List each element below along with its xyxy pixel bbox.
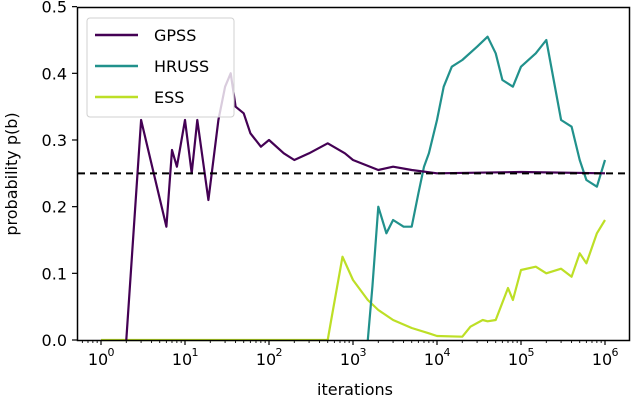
y-axis-ticks: 0.0 0.1 0.2 0.3 0.4 0.5 — [42, 0, 77, 350]
svg-text:3: 3 — [360, 346, 367, 359]
x-axis-label: iterations — [317, 380, 393, 399]
y-tick-label: 0.2 — [42, 198, 67, 217]
svg-text:0: 0 — [108, 346, 115, 359]
x-axis-ticks: 10 0 10 1 10 2 10 3 10 4 10 5 10 6 — [81, 340, 619, 369]
y-tick-label: 0.0 — [42, 331, 67, 350]
x-tick-label: 10 — [592, 350, 612, 369]
y-tick-label: 0.4 — [42, 64, 67, 83]
legend-label-gpss: GPSS — [154, 26, 196, 45]
svg-text:2: 2 — [276, 346, 283, 359]
svg-text:1: 1 — [192, 346, 199, 359]
series-line-ess — [101, 219, 606, 342]
y-axis-label: probability p(b) — [2, 112, 21, 235]
legend-label-hruss: HRUSS — [154, 57, 209, 76]
x-tick-label: 10 — [88, 350, 108, 369]
y-tick-label: 0.3 — [42, 131, 67, 150]
x-tick-label: 10 — [508, 350, 528, 369]
svg-text:4: 4 — [444, 346, 451, 359]
legend: GPSS HRUSS ESS — [86, 17, 235, 118]
y-tick-label: 0.1 — [42, 264, 67, 283]
svg-text:6: 6 — [612, 346, 619, 359]
series-line-hruss — [366, 35, 607, 341]
svg-text:5: 5 — [528, 346, 535, 359]
x-tick-label: 10 — [340, 350, 360, 369]
legend-label-ess: ESS — [154, 88, 184, 107]
x-tick-label: 10 — [424, 350, 444, 369]
legend-box — [86, 17, 235, 118]
series-line-gpss — [125, 72, 606, 341]
x-tick-label: 10 — [256, 350, 276, 369]
x-tick-label: 10 — [172, 350, 192, 369]
plot-lines — [101, 35, 607, 342]
y-tick-label: 0.5 — [42, 0, 67, 17]
